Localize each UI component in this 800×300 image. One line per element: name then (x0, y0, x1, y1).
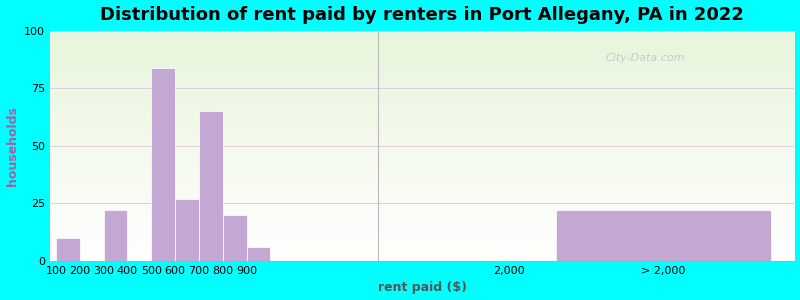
Text: City-Data.com: City-Data.com (606, 53, 686, 63)
Bar (222, 215, 246, 261)
Y-axis label: households: households (6, 106, 18, 186)
Title: Distribution of rent paid by renters in Port Allegany, PA in 2022: Distribution of rent paid by renters in … (100, 6, 744, 24)
Bar (246, 247, 270, 261)
X-axis label: rent paid ($): rent paid ($) (378, 281, 466, 294)
Bar (151, 68, 175, 261)
Bar (556, 210, 770, 261)
Bar (199, 111, 222, 261)
Bar (56, 238, 80, 261)
Bar (175, 199, 199, 261)
Bar (103, 210, 127, 261)
